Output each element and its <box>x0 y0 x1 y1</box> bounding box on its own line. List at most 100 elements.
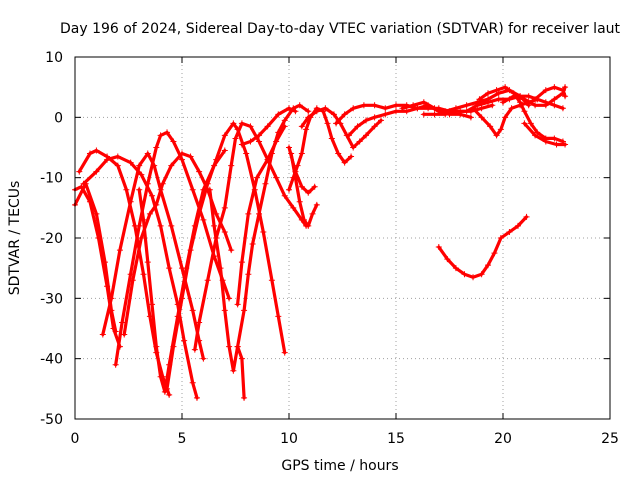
data-point <box>502 84 509 91</box>
data-point <box>363 117 370 124</box>
data-point <box>300 216 307 223</box>
data-point <box>553 141 560 148</box>
data-point <box>382 105 389 112</box>
data-point <box>253 174 260 181</box>
series-arc-10 <box>193 121 308 352</box>
data-point <box>311 183 318 190</box>
grid <box>75 57 610 419</box>
data-point <box>206 186 213 193</box>
data-point <box>232 135 239 142</box>
data-point <box>551 96 558 103</box>
data-point <box>238 259 245 266</box>
data-point <box>495 96 502 103</box>
data-point <box>196 210 203 217</box>
data-point <box>260 228 267 235</box>
data-point <box>273 138 280 145</box>
data-point <box>226 295 233 302</box>
data-point <box>403 108 410 115</box>
y-tick-label: -40 <box>40 352 63 368</box>
data-point <box>532 96 539 103</box>
data-point <box>442 111 449 118</box>
data-point <box>86 150 93 157</box>
data-point <box>127 198 134 205</box>
data-point <box>204 180 211 187</box>
data-point <box>363 132 370 139</box>
data-point <box>521 108 528 115</box>
data-point <box>489 102 496 109</box>
data-point <box>221 147 228 154</box>
data-point <box>305 189 312 196</box>
data-point <box>431 105 438 112</box>
data-point <box>189 379 196 386</box>
data-point <box>164 129 171 136</box>
data-point <box>245 271 252 278</box>
data-point <box>303 126 310 133</box>
data-point <box>221 204 228 211</box>
data-point <box>371 102 378 109</box>
data-point <box>241 394 248 401</box>
data-point <box>114 153 121 160</box>
data-point <box>551 135 558 142</box>
data-point <box>104 156 111 163</box>
data-point <box>164 385 171 392</box>
data-point <box>532 102 539 109</box>
data-point <box>275 111 282 118</box>
data-point <box>470 105 477 112</box>
data-point <box>491 250 498 257</box>
data-point <box>230 120 237 127</box>
data-point <box>296 102 303 109</box>
data-point <box>179 295 185 302</box>
data-point <box>286 186 292 193</box>
data-point <box>286 105 292 112</box>
data-point <box>136 162 143 169</box>
data-point <box>420 99 427 106</box>
data-point <box>168 162 175 169</box>
data-point <box>298 150 305 157</box>
data-point <box>196 319 203 326</box>
data-point <box>76 168 83 175</box>
series-arc-9 <box>165 121 287 391</box>
y-tick-label: 10 <box>45 50 63 66</box>
data-point <box>487 123 494 130</box>
data-point <box>204 277 211 284</box>
chart-title: Day 196 of 2024, Sidereal Day-to-day VTE… <box>60 21 621 37</box>
data-point <box>196 168 203 175</box>
data-point <box>330 111 337 118</box>
data-point <box>281 117 288 124</box>
data-point <box>510 93 517 100</box>
series-arc-2 <box>73 185 122 349</box>
data-point <box>562 84 569 91</box>
data-point <box>502 114 509 121</box>
data-point <box>335 150 342 157</box>
data-point <box>290 204 297 211</box>
data-point <box>200 355 207 362</box>
data-point <box>294 162 301 169</box>
data-point <box>559 87 566 94</box>
data-point <box>414 105 421 112</box>
data-point <box>371 123 378 130</box>
data-point <box>213 156 220 163</box>
data-point <box>485 262 492 269</box>
data-point <box>256 138 263 145</box>
data-point <box>153 343 160 350</box>
data-point <box>221 228 228 235</box>
data-point <box>247 138 254 145</box>
data-point <box>78 183 85 190</box>
data-point <box>140 216 147 223</box>
data-point <box>485 99 492 106</box>
data-point <box>245 210 252 217</box>
series-arc-18 <box>300 106 383 150</box>
data-point <box>144 180 151 187</box>
data-point <box>170 138 177 145</box>
data-point <box>500 99 506 106</box>
data-point <box>514 222 521 229</box>
data-point <box>542 87 549 94</box>
data-point <box>497 126 504 133</box>
data-point <box>559 105 566 112</box>
data-point <box>493 132 500 139</box>
data-point <box>292 174 299 181</box>
data-point <box>238 141 245 148</box>
data-point <box>527 120 534 127</box>
data-point <box>161 388 168 395</box>
data-point <box>104 283 111 290</box>
